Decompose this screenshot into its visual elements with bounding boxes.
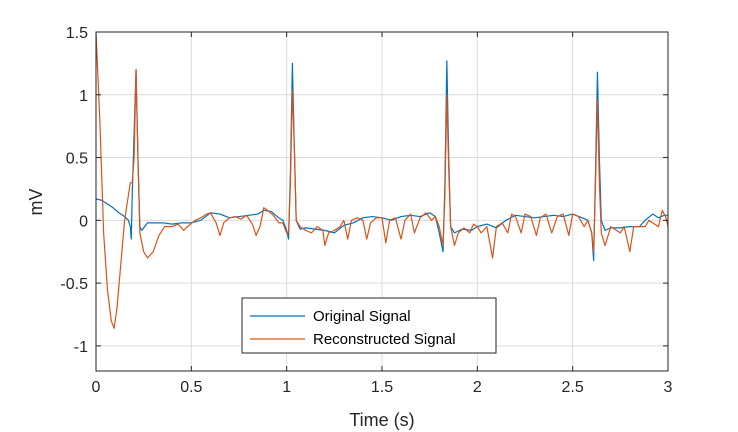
x-axis-label: Time (s) <box>349 410 414 430</box>
x-tick-label: 2.5 <box>562 379 584 396</box>
legend: Original Signal Reconstructed Signal <box>241 297 497 354</box>
y-axis-label: mV <box>26 189 46 216</box>
legend-label-reconstructed: Reconstructed Signal <box>313 331 456 348</box>
y-tick-label: 1.5 <box>66 25 88 42</box>
x-tick-label: 0.5 <box>180 379 202 396</box>
legend-label-original: Original Signal <box>313 308 411 325</box>
tick-labels: 0 0.5 1 1.5 2 2.5 3 -1 -0.5 0 0.5 1 1.5 <box>60 25 672 396</box>
x-tick-label: 2 <box>473 379 482 396</box>
y-tick-label: 0 <box>79 213 88 230</box>
series-line-reconstructed <box>96 32 668 329</box>
x-tick-label: 1 <box>282 379 291 396</box>
x-tick-label: 1.5 <box>371 379 393 396</box>
y-tick-label: 0.5 <box>66 151 88 168</box>
y-tick-label: 1 <box>79 88 88 105</box>
x-tick-label: 3 <box>664 379 673 396</box>
ticks <box>95 31 669 371</box>
y-tick-label: -1 <box>74 339 88 356</box>
series-layer <box>96 32 668 329</box>
x-tick-label: 0 <box>92 379 101 396</box>
y-tick-label: -0.5 <box>60 276 88 293</box>
legend-box <box>241 297 497 354</box>
